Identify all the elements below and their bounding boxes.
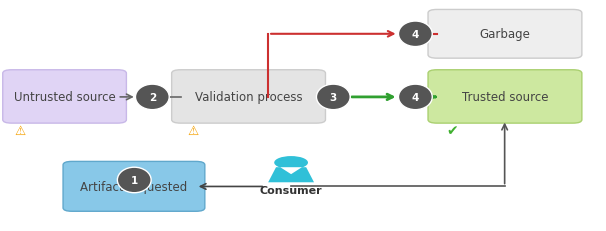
Ellipse shape — [118, 167, 151, 193]
Text: 2: 2 — [148, 92, 156, 103]
Text: 3: 3 — [330, 92, 337, 103]
Text: ✔: ✔ — [447, 124, 458, 137]
Text: 4: 4 — [411, 92, 419, 103]
Polygon shape — [280, 167, 302, 174]
Text: 1: 1 — [131, 175, 138, 185]
Text: Untrusted source: Untrusted source — [14, 91, 116, 103]
FancyBboxPatch shape — [428, 10, 582, 59]
Ellipse shape — [316, 85, 350, 110]
Text: ⚠: ⚠ — [187, 124, 198, 137]
Text: Consumer: Consumer — [260, 185, 322, 196]
Ellipse shape — [136, 85, 169, 110]
Text: Validation process: Validation process — [195, 91, 302, 103]
Text: ⚠: ⚠ — [14, 124, 25, 137]
Circle shape — [274, 156, 308, 169]
Text: Artifact requested: Artifact requested — [81, 180, 188, 193]
FancyBboxPatch shape — [63, 162, 205, 211]
Text: 4: 4 — [411, 30, 419, 40]
FancyBboxPatch shape — [3, 70, 127, 124]
Text: Trusted source: Trusted source — [462, 91, 548, 103]
Text: Garbage: Garbage — [479, 28, 530, 41]
Ellipse shape — [399, 85, 432, 110]
Polygon shape — [268, 167, 314, 182]
FancyBboxPatch shape — [171, 70, 325, 124]
FancyBboxPatch shape — [428, 70, 582, 124]
Ellipse shape — [399, 22, 432, 47]
